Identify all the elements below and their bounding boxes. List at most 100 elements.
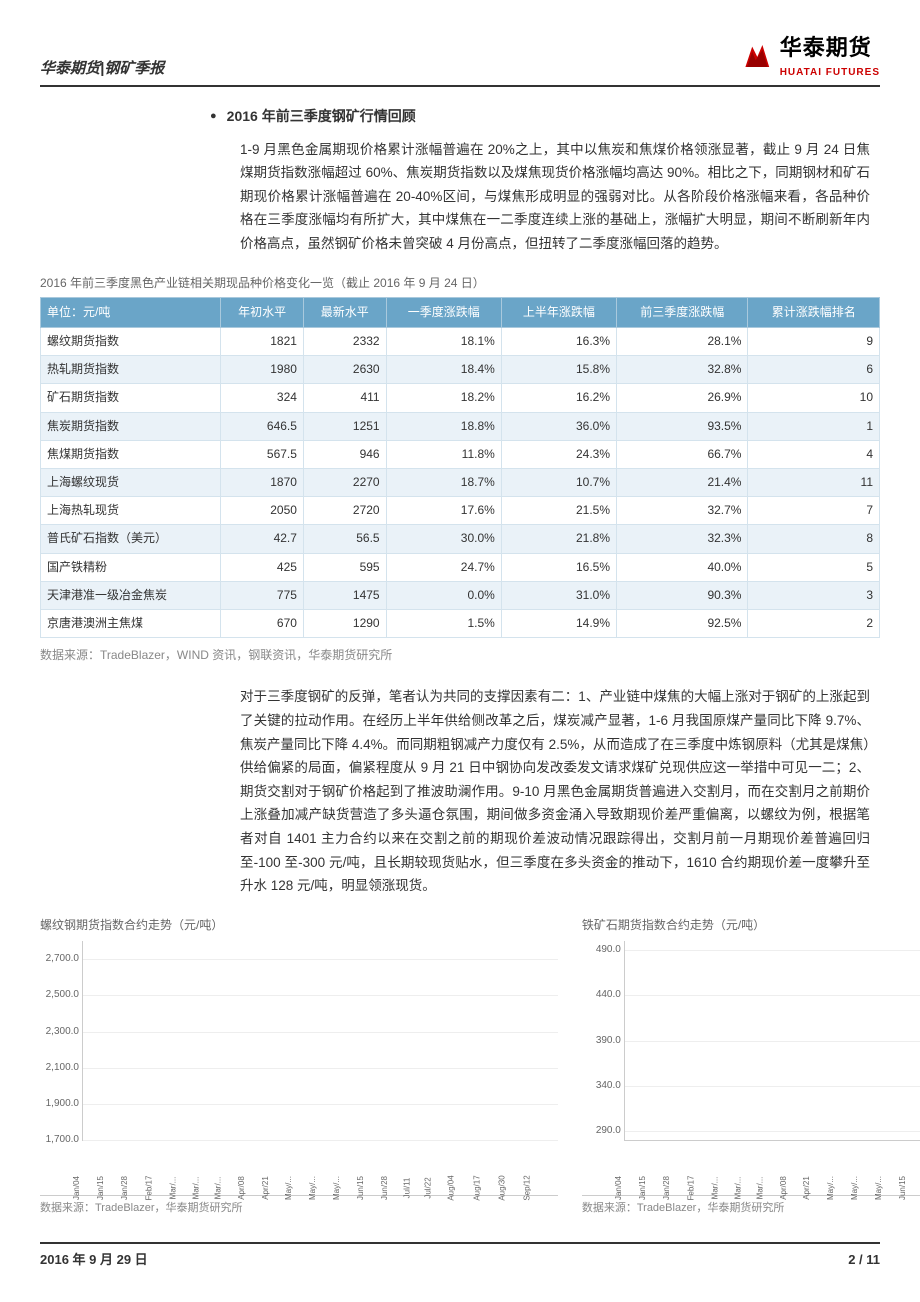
table-cell: 56.5 (303, 525, 386, 553)
table-header-cell: 年初水平 (221, 297, 304, 327)
table-header-cell: 一季度涨跌幅 (386, 297, 501, 327)
page-footer: 2016 年 9 月 29 日 2 / 11 (40, 1242, 880, 1271)
table-cell: 5 (748, 553, 880, 581)
table-cell: 30.0% (386, 525, 501, 553)
table-cell: 411 (303, 384, 386, 412)
table-cell: 16.2% (501, 384, 616, 412)
table-cell: 24.3% (501, 440, 616, 468)
table-cell: 矿石期货指数 (41, 384, 221, 412)
footer-page: 2 / 11 (848, 1250, 880, 1271)
table-cell: 32.7% (617, 497, 748, 525)
table-cell: 15.8% (501, 356, 616, 384)
page-header: 华泰期货|钢矿季报 华泰期货 HUATAI FUTURES (40, 30, 880, 87)
table-cell: 3 (748, 581, 880, 609)
table-cell: 90.3% (617, 581, 748, 609)
table-cell: 18.4% (386, 356, 501, 384)
table-cell: 上海螺纹现货 (41, 469, 221, 497)
table-row: 螺纹期货指数1821233218.1%16.3%28.1%9 (41, 328, 880, 356)
table-cell: 32.3% (617, 525, 748, 553)
table-cell: 上海热轧现货 (41, 497, 221, 525)
table-cell: 24.7% (386, 553, 501, 581)
table-cell: 567.5 (221, 440, 304, 468)
table-cell: 1821 (221, 328, 304, 356)
table-cell: 4 (748, 440, 880, 468)
table-cell: 16.3% (501, 328, 616, 356)
table-cell: 2050 (221, 497, 304, 525)
table-cell: 1870 (221, 469, 304, 497)
table-row: 上海热轧现货2050272017.6%21.5%32.7%7 (41, 497, 880, 525)
chart-ironore: 铁矿石期货指数合约走势（元/吨） 290.0340.0390.0440.0490… (582, 916, 920, 1218)
table-cell: 28.1% (617, 328, 748, 356)
table-header-cell: 单位：元/吨 (41, 297, 221, 327)
table-caption: 2016 年前三季度黑色产业链相关期现品种价格变化一览（截止 2016 年 9 … (40, 274, 880, 293)
table-cell: 热轧期货指数 (41, 356, 221, 384)
table-cell: 42.7 (221, 525, 304, 553)
table-cell: 646.5 (221, 412, 304, 440)
logo-text-en: HUATAI FUTURES (780, 65, 880, 81)
table-cell: 焦炭期货指数 (41, 412, 221, 440)
table-cell: 18.7% (386, 469, 501, 497)
table-cell: 京唐港澳洲主焦煤 (41, 609, 221, 637)
table-row: 京唐港澳洲主焦煤67012901.5%14.9%92.5%2 (41, 609, 880, 637)
table-cell: 93.5% (617, 412, 748, 440)
chart-rebar-title: 螺纹钢期货指数合约走势（元/吨） (40, 916, 558, 935)
table-cell: 2270 (303, 469, 386, 497)
table-cell: 92.5% (617, 609, 748, 637)
header-title: 华泰期货|钢矿季报 (40, 57, 164, 81)
table-cell: 32.8% (617, 356, 748, 384)
table-header-cell: 前三季度涨跌幅 (617, 297, 748, 327)
table-cell: 1251 (303, 412, 386, 440)
logo-text-cn: 华泰期货 (780, 30, 880, 65)
table-cell: 11.8% (386, 440, 501, 468)
table-cell: 10 (748, 384, 880, 412)
table-cell: 324 (221, 384, 304, 412)
table-header-cell: 最新水平 (303, 297, 386, 327)
table-header-cell: 累计涨跌幅排名 (748, 297, 880, 327)
table-row: 上海螺纹现货1870227018.7%10.7%21.4%11 (41, 469, 880, 497)
chart-rebar-plot: 1,700.01,900.02,100.02,300.02,500.02,700… (82, 941, 558, 1141)
table-cell: 18.8% (386, 412, 501, 440)
table-cell: 1.5% (386, 609, 501, 637)
table-row: 普氏矿石指数（美元）42.756.530.0%21.8%32.3%8 (41, 525, 880, 553)
table-cell: 2 (748, 609, 880, 637)
table-row: 矿石期货指数32441118.2%16.2%26.9%10 (41, 384, 880, 412)
table-cell: 0.0% (386, 581, 501, 609)
table-cell: 1475 (303, 581, 386, 609)
table-cell: 946 (303, 440, 386, 468)
table-row: 热轧期货指数1980263018.4%15.8%32.8%6 (41, 356, 880, 384)
table-cell: 普氏矿石指数（美元） (41, 525, 221, 553)
table-cell: 1 (748, 412, 880, 440)
table-row: 天津港准一级冶金焦炭77514750.0%31.0%90.3%3 (41, 581, 880, 609)
table-cell: 40.0% (617, 553, 748, 581)
table-cell: 天津港准一级冶金焦炭 (41, 581, 221, 609)
charts-row: 螺纹钢期货指数合约走势（元/吨） 1,700.01,900.02,100.02,… (40, 916, 880, 1218)
table-cell: 14.9% (501, 609, 616, 637)
table-cell: 焦煤期货指数 (41, 440, 221, 468)
table-cell: 国产铁精粉 (41, 553, 221, 581)
table-cell: 2332 (303, 328, 386, 356)
table-cell: 9 (748, 328, 880, 356)
table-cell: 2720 (303, 497, 386, 525)
table-cell: 10.7% (501, 469, 616, 497)
table-cell: 6 (748, 356, 880, 384)
table-cell: 螺纹期货指数 (41, 328, 221, 356)
table-cell: 21.4% (617, 469, 748, 497)
price-change-table: 单位：元/吨年初水平最新水平一季度涨跌幅上半年涨跌幅前三季度涨跌幅累计涨跌幅排名… (40, 297, 880, 638)
huatai-logo-icon (742, 41, 776, 71)
footer-date: 2016 年 9 月 29 日 (40, 1250, 148, 1271)
table-cell: 2630 (303, 356, 386, 384)
table-cell: 36.0% (501, 412, 616, 440)
table-cell: 26.9% (617, 384, 748, 412)
table-cell: 595 (303, 553, 386, 581)
chart-ironore-title: 铁矿石期货指数合约走势（元/吨） (582, 916, 920, 935)
table-cell: 7 (748, 497, 880, 525)
brand-logo: 华泰期货 HUATAI FUTURES (742, 30, 880, 81)
table-cell: 18.2% (386, 384, 501, 412)
table-cell: 775 (221, 581, 304, 609)
table-cell: 1980 (221, 356, 304, 384)
table-cell: 18.1% (386, 328, 501, 356)
section-body-2: 对于三季度钢矿的反弹，笔者认为共同的支撑因素有二：1、产业链中煤焦的大幅上涨对于… (240, 685, 870, 898)
table-cell: 31.0% (501, 581, 616, 609)
table-cell: 1290 (303, 609, 386, 637)
table-source: 数据来源：TradeBlazer，WIND 资讯，钢联资讯，华泰期货研究所 (40, 646, 880, 665)
